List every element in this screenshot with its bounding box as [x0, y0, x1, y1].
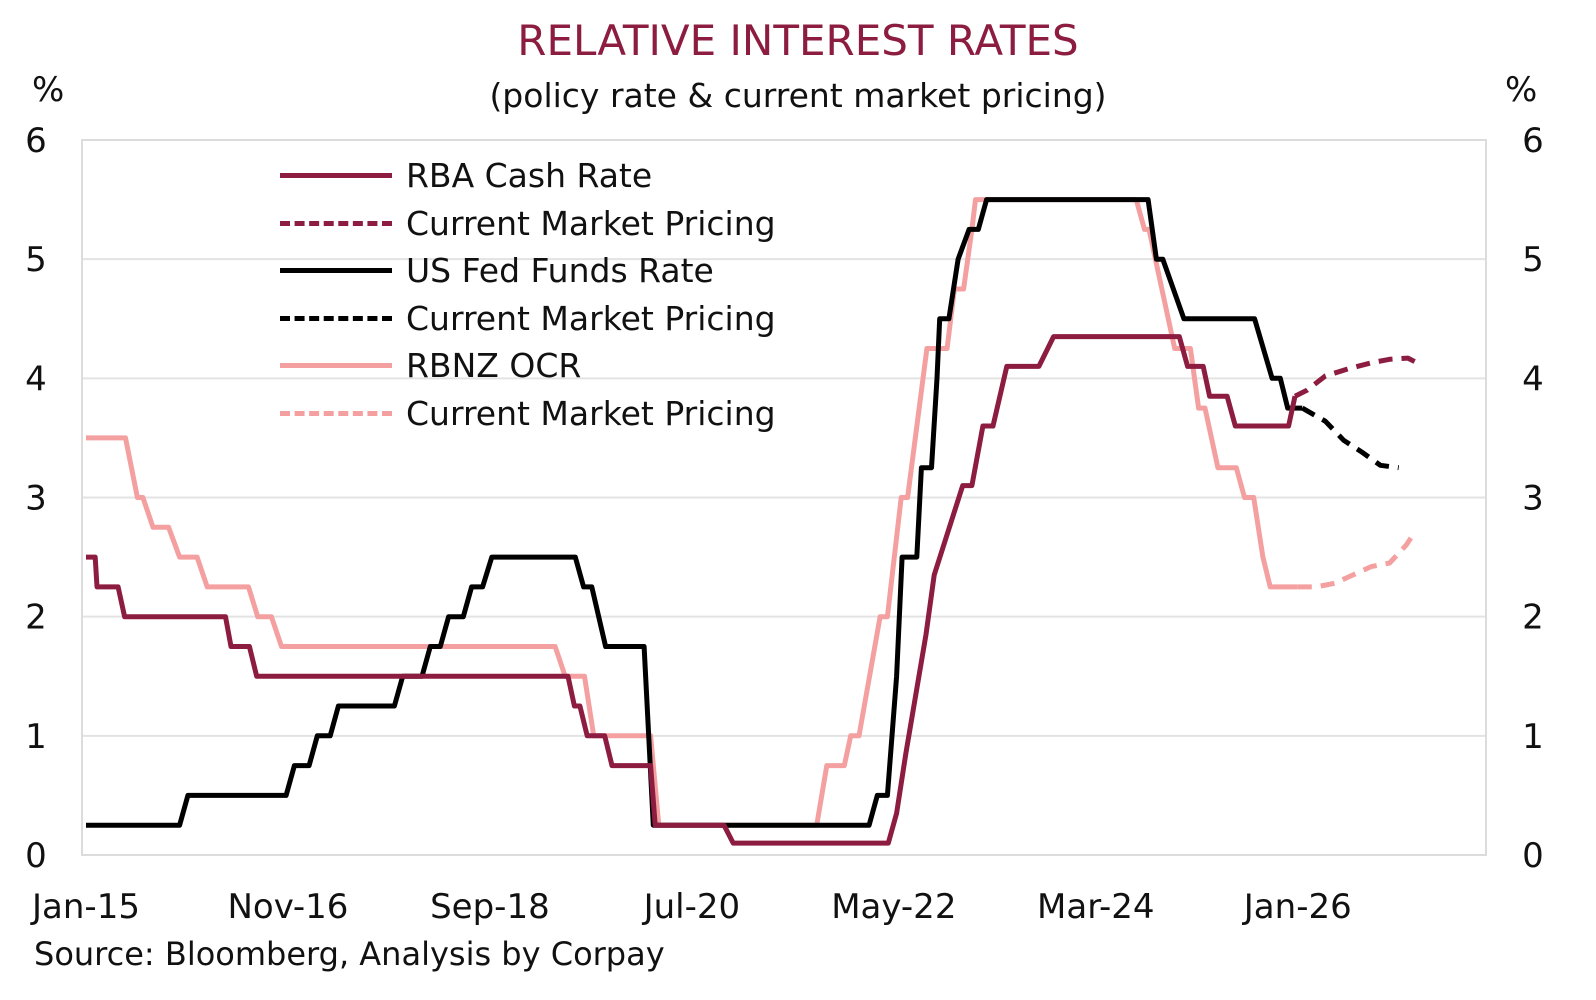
rba-cash-rate-market-pricing-line	[1293, 355, 1419, 399]
y-tick-label-right: 6	[1522, 121, 1544, 161]
y-tick-label-right: 4	[1522, 359, 1544, 399]
y-tick-label-left: 4	[25, 359, 47, 399]
y-tick-label-left: 1	[25, 717, 47, 757]
x-axis: Jan-15 Nov-16 Sep-18 Jul-20 May-22 Mar-24 Jan-…	[30, 887, 1352, 927]
legend-label: Current Market Pricing	[406, 203, 776, 243]
chart-title: RELATIVE INTEREST RATES	[517, 16, 1079, 65]
legend-label: US Fed Funds Rate	[406, 251, 714, 291]
y-tick-label-right: 0	[1522, 836, 1544, 876]
y-axis-left: 0 1 2 3 4 5 6	[25, 121, 47, 876]
legend-dashed-line-icon	[280, 410, 392, 416]
rba-cash-rate-line	[86, 334, 1298, 846]
x-tick-label: Nov-16	[227, 887, 348, 927]
x-tick-label: Jan-15	[30, 887, 140, 927]
legend-label: RBA Cash Rate	[406, 156, 653, 196]
series-lines	[86, 197, 1419, 846]
rbnz-ocr-line	[86, 197, 1298, 828]
legend-dashed-line-icon	[280, 220, 392, 226]
chart-subtitle: (policy rate & current market pricing)	[489, 76, 1107, 115]
us-fed-funds-rate-market-pricing-line	[1301, 405, 1400, 471]
legend-item: Current Market Pricing	[280, 200, 776, 248]
legend: RBA Cash Rate Current Market Pricing US Fe…	[280, 152, 776, 437]
y-tick-label-right: 5	[1522, 240, 1544, 280]
y-tick-label-left: 3	[25, 479, 47, 519]
x-tick-label: Mar-24	[1037, 887, 1155, 927]
legend-solid-line-icon	[280, 268, 392, 274]
legend-dashed-line-icon	[280, 315, 392, 321]
y-tick-label-left: 6	[25, 121, 47, 161]
legend-label: Current Market Pricing	[406, 393, 776, 433]
y-tick-label-left: 0	[25, 836, 47, 876]
legend-label: Current Market Pricing	[406, 298, 776, 338]
legend-item: Current Market Pricing	[280, 295, 776, 343]
y-axis-left-unit: %	[32, 70, 65, 110]
legend-item: RBNZ OCR	[280, 342, 776, 390]
y-tick-label-right: 1	[1522, 717, 1544, 757]
y-tick-label-right: 2	[1522, 598, 1544, 638]
rbnz-ocr-market-pricing-line	[1297, 534, 1415, 590]
y-tick-label-left: 5	[25, 240, 47, 280]
y-axis-right: 0 1 2 3 4 5 6	[1522, 121, 1544, 876]
legend-solid-line-icon	[280, 173, 392, 179]
source-note: Source: Bloomberg, Analysis by Corpay	[34, 935, 665, 973]
x-tick-label: May-22	[831, 887, 956, 927]
us-fed-funds-rate-line	[86, 197, 1303, 828]
y-tick-label-right: 3	[1522, 479, 1544, 519]
y-tick-label-left: 2	[25, 598, 47, 638]
legend-label: RBNZ OCR	[406, 346, 582, 386]
legend-solid-line-icon	[280, 363, 392, 369]
legend-item: RBA Cash Rate	[280, 152, 776, 200]
legend-item: Current Market Pricing	[280, 390, 776, 438]
x-tick-label: Jan-26	[1242, 887, 1352, 927]
x-tick-label: Sep-18	[430, 887, 550, 927]
plot-frame	[81, 139, 1487, 856]
y-axis-right-unit: %	[1505, 70, 1538, 110]
legend-item: US Fed Funds Rate	[280, 247, 776, 295]
x-tick-label: Jul-20	[642, 887, 741, 927]
